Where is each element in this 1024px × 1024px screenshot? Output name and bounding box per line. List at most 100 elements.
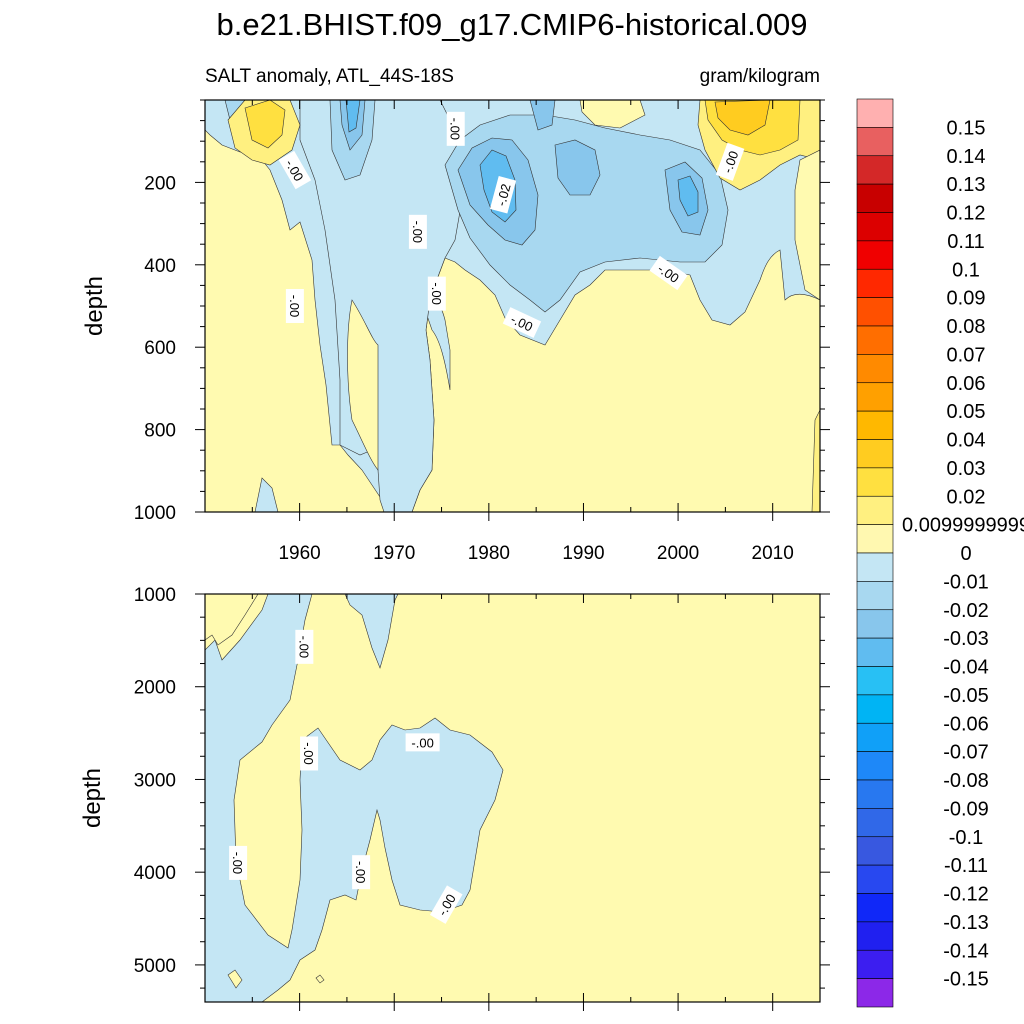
contour-label-bg (427, 276, 446, 311)
colorbar-label: 0.04 (947, 430, 986, 452)
colorbar-label: -0.08 (943, 770, 989, 792)
colorbar-swatch (856, 410, 894, 440)
colorbar-swatch (856, 127, 894, 157)
colorbar-swatch (856, 212, 894, 242)
contour-label-bg (489, 176, 517, 214)
contour-label: -.00 (408, 214, 427, 249)
contour-label-text: -.00 (287, 295, 302, 317)
colorbar-label: -0.15 (943, 969, 989, 991)
colorbar-swatch (856, 325, 894, 355)
colorbar-swatch (856, 524, 894, 554)
colorbar-swatch (856, 552, 894, 582)
colorbar-label: -0.07 (943, 742, 989, 764)
colorbar-swatch (856, 779, 894, 809)
x-tick-label: 1970 (373, 543, 415, 564)
upper-pos-region-3 (579, 100, 646, 129)
y-tick-label: 400 (144, 256, 176, 277)
colorbar-label: -0.03 (943, 628, 989, 650)
lower-y-ticks (195, 593, 830, 989)
colorbar-swatch (856, 581, 894, 611)
colorbar (856, 98, 894, 1008)
y-tick-label: 1000 (134, 585, 176, 606)
colorbar-swatch (856, 183, 894, 213)
upper-y-axis-label: depth (81, 276, 108, 336)
y-tick-label: 2000 (134, 678, 176, 699)
colorbar-label: -0.09 (943, 798, 989, 820)
colorbar-swatch (856, 751, 894, 781)
colorbar-label: 0.11 (947, 231, 984, 253)
colorbar-swatch (856, 268, 894, 298)
contour-label: -.00 (285, 289, 304, 323)
colorbar-label: -0.02 (943, 600, 989, 622)
x-tick-label: 2000 (657, 543, 699, 564)
colorbar-label: 0.05 (947, 401, 986, 423)
colorbar-swatch (856, 240, 894, 270)
y-tick-label: 200 (144, 173, 176, 194)
colorbar-label: -0.14 (943, 940, 989, 962)
upper-panel: 1960 1970 1980 1990 2000 2010 200 400 600 800 100… (81, 99, 830, 564)
lower-neg-region-1 (205, 594, 504, 1002)
contour-label: -.00 (446, 111, 465, 146)
contour-label: -.00 (405, 733, 440, 752)
colorbar-label: -0.06 (943, 713, 989, 735)
lower-neg-region-2 (344, 594, 399, 669)
upper-y-ticks (195, 99, 830, 513)
lower-panel: 1000 2000 3000 4000 5000 -.00 -.00 -.00 -.00 -.0… (79, 585, 830, 1011)
colorbar-swatch (856, 864, 894, 894)
upper-y-tick-labels: 200 400 600 800 1000 (134, 173, 176, 524)
colorbar-swatch (856, 467, 894, 497)
colorbar-label: -0.11 (944, 855, 988, 877)
colorbar-swatch (856, 382, 894, 412)
lower-x-ticks (251, 594, 821, 1011)
contour-label-text: -.00 (410, 221, 425, 243)
contour-label: -.00 (427, 276, 446, 311)
contour-label-text: -.02 (493, 182, 513, 208)
colorbar-swatch (856, 893, 894, 923)
contour-label-bg (229, 845, 248, 880)
contour-label-text: -.00 (411, 735, 433, 750)
colorbar-label: 0 (960, 543, 971, 565)
contour-label-bg (649, 255, 688, 291)
contour-label-bg (352, 855, 371, 890)
colorbar-label: 0.08 (947, 316, 986, 338)
contour-label: -.00 (300, 736, 319, 771)
y-tick-label: 600 (144, 338, 176, 359)
upper-contour-fills (205, 100, 820, 512)
contour-label: -.00 (502, 307, 542, 338)
colorbar-swatch (856, 439, 894, 469)
colorbar-label: 0.13 (947, 174, 986, 196)
upper-x-tick-labels: 1960 1970 1980 1990 2000 2010 (278, 543, 793, 564)
x-tick-label: 1960 (278, 543, 320, 564)
colorbar-label: -0.12 (943, 884, 989, 906)
y-tick-label: 800 (144, 421, 176, 442)
colorbar-swatch (856, 354, 894, 384)
lower-y-tick-labels: 1000 2000 3000 4000 5000 (134, 585, 176, 977)
contour-label-text: -.00 (720, 149, 742, 175)
colorbar-label: 0.1 (952, 259, 980, 281)
contour-label-text: -.00 (230, 852, 245, 874)
contour-label-bg (295, 629, 314, 664)
contour-label-text: -.00 (296, 636, 311, 658)
contour-label-bg (408, 214, 427, 249)
upper-neg4-region-2 (677, 175, 699, 217)
colorbar-swatch (856, 609, 894, 639)
upper-neg-region-2 (254, 477, 279, 512)
contour-label: -.00 (352, 855, 371, 890)
upper-pos-region-4 (794, 149, 820, 301)
upper-pos-region-5 (811, 409, 820, 512)
upper-neg3-region-5 (529, 100, 556, 131)
colorbar-swatch (856, 495, 894, 525)
colorbar-label: 0.03 (947, 458, 986, 480)
upper-pos3-region-1 (714, 100, 771, 136)
colorbar-label: 0.02 (947, 486, 986, 508)
subtitle-left: SALT anomaly, ATL_44S-18S (205, 66, 454, 87)
contour-label: -.00 (229, 845, 248, 880)
colorbar-swatch (856, 978, 894, 1008)
upper-pos-gap-1 (347, 299, 379, 471)
colorbar-labels: 0.15 0.14 0.13 0.12 0.11 0.1 0.09 0.08 0.07 0.06 0… (902, 117, 1024, 990)
y-tick-label: 1000 (134, 503, 176, 524)
x-tick-label: 1990 (562, 543, 604, 564)
upper-contour-labels: -.00-.00-.00-.00-.00-.02-.00-.00-.00 (278, 111, 745, 338)
colorbar-swatch (856, 722, 894, 752)
